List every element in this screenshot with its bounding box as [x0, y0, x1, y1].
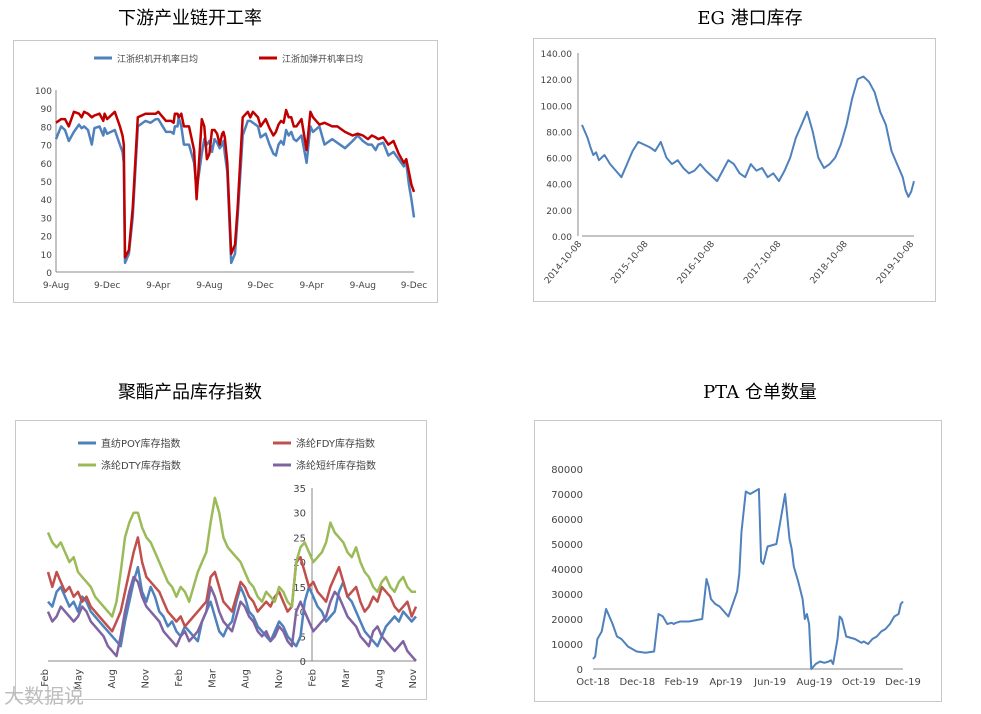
- chart4-x-tick: Dec-19: [885, 677, 921, 688]
- chart3-series-line-1: [47, 565, 417, 648]
- chart3-legend-label: 涤纶FDY库存指数: [296, 437, 375, 450]
- chart3-x-tick: Aug: [107, 669, 118, 689]
- chart4-x-tick: Apr-19: [709, 677, 742, 688]
- chart2-series-line-1: [581, 75, 915, 198]
- chart1-x-tick: 9-Apr: [300, 281, 325, 291]
- chart4-svg: 0 10000 20000 30000 40000 50000 60000 70000 8000…: [551, 465, 921, 688]
- chart3-series-line-2: [46, 536, 418, 633]
- chart4-x-tick: Oct-19: [842, 677, 876, 688]
- chart1-x-tick: 9-Apr: [146, 281, 171, 291]
- chart4-series-line-1: [592, 488, 904, 670]
- chart1-x-tick: 9-Aug: [196, 281, 222, 291]
- chart2-x-tick: 2019-10-08: [875, 239, 916, 286]
- chart3-y-tick: 5: [300, 632, 306, 643]
- chart3-series-line-4: [46, 575, 417, 662]
- chart3-y-tick: 10: [293, 608, 306, 619]
- chart3-x-tick: Mar: [341, 668, 352, 688]
- chart1-y-tick: 40: [41, 196, 53, 206]
- chart1-legend-label: 江浙加弹开机率日均: [282, 53, 363, 65]
- chart4-y-tick: 30000: [551, 590, 583, 601]
- chart3-legend-label: 直纺POY库存指数: [101, 437, 180, 450]
- chart3-legend-label: 涤纶DTY库存指数: [101, 459, 181, 472]
- chart3-title: 聚酯产品库存指数: [118, 382, 262, 403]
- chart4-y-tick: 50000: [551, 540, 583, 551]
- chart3-series-line-3: [46, 496, 416, 618]
- chart2-panel: 0.00 20.00 40.00 60.00 80.00 100.00 120.00 140.…: [533, 38, 936, 302]
- chart3-svg: 0 5 10 15 20 25 30 35 Feb May Aug Nov Feb Mar Aug Nov Fe…: [40, 437, 419, 690]
- chart4-y-tick: 10000: [551, 640, 583, 651]
- chart3-x-tick: Nov: [408, 669, 419, 689]
- chart3-x-tick: Aug: [375, 669, 386, 689]
- chart3-panel: 0 5 10 15 20 25 30 35 Feb May Aug Nov Feb Mar Aug Nov Fe…: [15, 420, 427, 700]
- chart2-x-tick: 2015-10-08: [609, 239, 650, 286]
- chart3-x-tick: Feb: [308, 669, 319, 687]
- chart3-x-tick: Feb: [174, 669, 185, 687]
- chart1-title: 下游产业链开工率: [118, 8, 262, 29]
- chart2-y-tick: 140.00: [541, 50, 573, 60]
- chart3-legend-label: 涤纶短纤库存指数: [296, 459, 376, 472]
- chart4-y-tick: 70000: [551, 490, 583, 501]
- chart1-x-tick: 9-Dec: [94, 281, 120, 291]
- chart1-x-tick: 9-Dec: [247, 281, 273, 291]
- chart1-x-tick: 9-Aug: [350, 281, 376, 291]
- chart1-y-tick: 30: [41, 214, 53, 224]
- chart1-series-line-1: [54, 116, 416, 265]
- chart4-x-tick: Aug-19: [796, 677, 832, 688]
- chart3-x-tick: Mar: [207, 668, 218, 688]
- chart2-x-tick: 2017-10-08: [742, 239, 783, 286]
- chart4-panel: 0 10000 20000 30000 40000 50000 60000 70000 8000…: [534, 420, 942, 702]
- chart2-y-tick: 20.00: [546, 207, 572, 217]
- chart2-x-tick: 2018-10-08: [809, 239, 850, 286]
- chart4-y-tick: 0: [577, 665, 583, 676]
- chart4-x-tick: Oct-18: [576, 677, 610, 688]
- chart3-x-tick: Nov: [274, 669, 285, 689]
- chart2-y-tick: 40.00: [546, 181, 572, 191]
- chart3-y-tick: 15: [293, 583, 306, 594]
- chart1-x-tick: 9-Dec: [401, 281, 427, 291]
- chart4-x-tick: Dec-18: [619, 677, 655, 688]
- chart3-y-tick: 0: [300, 657, 306, 668]
- chart1-panel: 0 10 20 30 40 50 60 70 80 90 100 9-Aug 9-Dec 9-Apr 9-A…: [13, 40, 438, 303]
- chart1-y-tick: 50: [41, 178, 53, 188]
- chart3-y-tick: 25: [293, 533, 306, 544]
- chart2-y-tick: 100.00: [541, 102, 573, 112]
- chart1-y-tick: 20: [41, 233, 53, 243]
- chart3-x-tick: Feb: [40, 669, 51, 687]
- chart1-svg: 0 10 20 30 40 50 60 70 80 90 100 9-Aug 9-Dec 9-Apr 9-A…: [35, 53, 427, 291]
- chart1-y-tick: 90: [41, 105, 53, 115]
- chart2-title: EG 港口库存: [697, 8, 803, 29]
- chart4-title: PTA 仓单数量: [703, 382, 817, 403]
- chart3-x-tick: May: [73, 669, 84, 690]
- chart4-y-tick: 20000: [551, 615, 583, 626]
- chart3-x-tick: Aug: [241, 669, 252, 689]
- chart1-y-tick: 100: [35, 87, 52, 97]
- chart3-x-tick: Nov: [140, 669, 151, 689]
- chart3-y-tick: 35: [293, 484, 306, 495]
- chart3-y-tick: 20: [293, 558, 306, 569]
- chart4-y-tick: 40000: [551, 565, 583, 576]
- chart4-x-tick: Jun-19: [753, 677, 786, 688]
- chart1-legend-label: 江浙织机开机率日均: [117, 53, 198, 65]
- chart4-y-tick: 80000: [551, 465, 583, 476]
- chart4-x-tick: Feb-19: [665, 677, 699, 688]
- chart1-series-line-2: [55, 108, 416, 259]
- chart2-svg: 0.00 20.00 40.00 60.00 80.00 100.00 120.00 140.…: [541, 50, 917, 286]
- chart2-x-tick: 2016-10-08: [676, 239, 717, 286]
- chart2-x-tick: 2014-10-08: [543, 239, 584, 286]
- chart1-y-tick: 60: [41, 160, 53, 170]
- watermark: 大数据说: [4, 684, 84, 708]
- chart2-y-tick: 60.00: [546, 155, 572, 165]
- chart1-y-tick: 80: [41, 123, 53, 133]
- chart1-y-tick: 70: [41, 142, 53, 152]
- chart2-y-tick: 80.00: [546, 128, 572, 138]
- chart4-y-tick: 60000: [551, 515, 583, 526]
- chart1-y-tick: 0: [46, 269, 52, 279]
- chart1-x-tick: 9-Aug: [43, 281, 69, 291]
- chart1-y-tick: 10: [41, 251, 53, 261]
- chart2-y-tick: 120.00: [541, 76, 573, 86]
- chart2-y-tick: 0.00: [552, 233, 572, 243]
- chart3-y-tick: 30: [293, 509, 306, 520]
